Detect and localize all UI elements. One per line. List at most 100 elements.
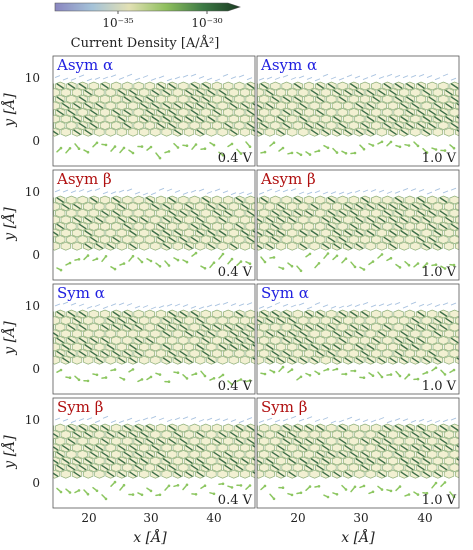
edge-arrow bbox=[134, 77, 141, 81]
hex-cell bbox=[60, 430, 71, 439]
current-bond bbox=[257, 459, 263, 464]
current-bond bbox=[422, 445, 431, 451]
hex-cell bbox=[155, 423, 167, 433]
hex-cell bbox=[178, 222, 189, 231]
hex-cell bbox=[223, 81, 234, 91]
current-bond bbox=[277, 471, 285, 477]
current-bond bbox=[277, 431, 285, 438]
current-bond bbox=[294, 438, 302, 444]
edge-arrow bbox=[118, 76, 125, 80]
edge-arrow-head bbox=[380, 140, 384, 144]
edge-arrow-head bbox=[212, 261, 216, 264]
edge-arrow bbox=[110, 74, 117, 78]
current-bond bbox=[46, 84, 52, 88]
current-bond bbox=[168, 311, 176, 317]
hex-cell bbox=[88, 81, 99, 91]
current-bond bbox=[123, 425, 132, 431]
panel-label: Asym α bbox=[260, 56, 317, 74]
hex-cell bbox=[144, 463, 155, 472]
current-bond bbox=[62, 458, 70, 464]
hex-cell bbox=[257, 443, 264, 453]
edge-arrow bbox=[230, 303, 237, 307]
edge-arrow bbox=[450, 302, 457, 306]
current-bond bbox=[190, 83, 199, 89]
edge-arrow bbox=[306, 306, 313, 310]
edge-arrow bbox=[70, 302, 77, 306]
current-bond bbox=[196, 103, 204, 109]
panel-label: Sym α bbox=[57, 284, 105, 302]
current-bond bbox=[294, 109, 302, 116]
current-bond bbox=[456, 103, 459, 106]
edge-arrow bbox=[166, 303, 173, 307]
current-bond bbox=[84, 344, 92, 350]
edge-arrow bbox=[182, 304, 189, 308]
current-bond bbox=[151, 445, 160, 451]
current-bond bbox=[46, 97, 52, 101]
current-bond bbox=[118, 471, 126, 477]
panel-label: Sym α bbox=[261, 284, 309, 302]
current-bond bbox=[305, 337, 313, 344]
hex-cell bbox=[382, 463, 393, 472]
current-bond bbox=[372, 223, 380, 230]
current-bond bbox=[129, 317, 137, 324]
current-bond bbox=[400, 331, 408, 337]
edge-arrow bbox=[238, 303, 245, 307]
hex-cell bbox=[259, 463, 270, 472]
hex-cell bbox=[53, 241, 60, 251]
hex-cell bbox=[139, 88, 150, 97]
current-bond bbox=[266, 458, 274, 464]
edge-arrow bbox=[222, 73, 229, 77]
colorbar: 10⁻³⁵ 10⁻³⁰ Current Density [A/Å²] bbox=[54, 2, 241, 51]
hex-cell bbox=[88, 322, 99, 332]
current-bond bbox=[344, 331, 352, 337]
current-bond bbox=[246, 236, 255, 243]
current-bond bbox=[434, 103, 442, 109]
edge-arrow-head bbox=[389, 256, 393, 260]
current-bond bbox=[90, 451, 98, 458]
hex-cell bbox=[461, 350, 471, 358]
hex-cell bbox=[122, 235, 133, 244]
edge-arrow bbox=[214, 303, 221, 307]
hex-cell bbox=[292, 235, 303, 244]
hex-cell bbox=[399, 88, 410, 97]
current-bond bbox=[428, 122, 436, 129]
hex-cell bbox=[167, 94, 178, 104]
edge-arrow bbox=[246, 77, 253, 81]
edge-arrow-head bbox=[104, 143, 108, 147]
hex-cell bbox=[303, 235, 315, 244]
hex-cell bbox=[275, 88, 287, 97]
current-bond bbox=[168, 236, 176, 243]
edge-arrow bbox=[402, 75, 409, 79]
panel: Asym α1.0 V bbox=[256, 55, 460, 167]
hex-cell bbox=[303, 222, 315, 231]
hex-cell bbox=[251, 242, 255, 251]
edge-arrow bbox=[230, 76, 237, 80]
hex-cell bbox=[66, 208, 77, 218]
current-bond bbox=[78, 337, 87, 344]
current-bond bbox=[400, 471, 408, 477]
hex-cell bbox=[245, 195, 255, 205]
panel-voltage: 1.0 V bbox=[422, 493, 457, 508]
edge-arrow bbox=[78, 189, 85, 192]
hex-cell bbox=[331, 101, 343, 111]
current-bond bbox=[101, 337, 109, 344]
edge-arrow bbox=[190, 416, 197, 420]
edge-arrow bbox=[282, 303, 289, 307]
hex-cell bbox=[150, 329, 161, 339]
colorbar-tick-label-2: 10⁻³⁰ bbox=[191, 16, 222, 30]
current-bond bbox=[400, 116, 408, 122]
hex-cell bbox=[259, 322, 270, 332]
current-bond bbox=[78, 350, 87, 357]
panel-voltage: 0.4 V bbox=[218, 265, 253, 280]
current-bond bbox=[157, 122, 165, 129]
current-bond bbox=[224, 324, 232, 330]
current-bond bbox=[355, 458, 364, 464]
hex-cell bbox=[326, 336, 337, 345]
hex-cell bbox=[189, 349, 200, 358]
current-bond bbox=[129, 471, 137, 477]
edge-arrow bbox=[290, 188, 297, 192]
edge-arrow-head bbox=[113, 145, 117, 148]
hex-cell bbox=[455, 470, 459, 479]
edge-arrow-head bbox=[95, 489, 99, 493]
x-tick-30-right: 30 bbox=[353, 511, 368, 525]
